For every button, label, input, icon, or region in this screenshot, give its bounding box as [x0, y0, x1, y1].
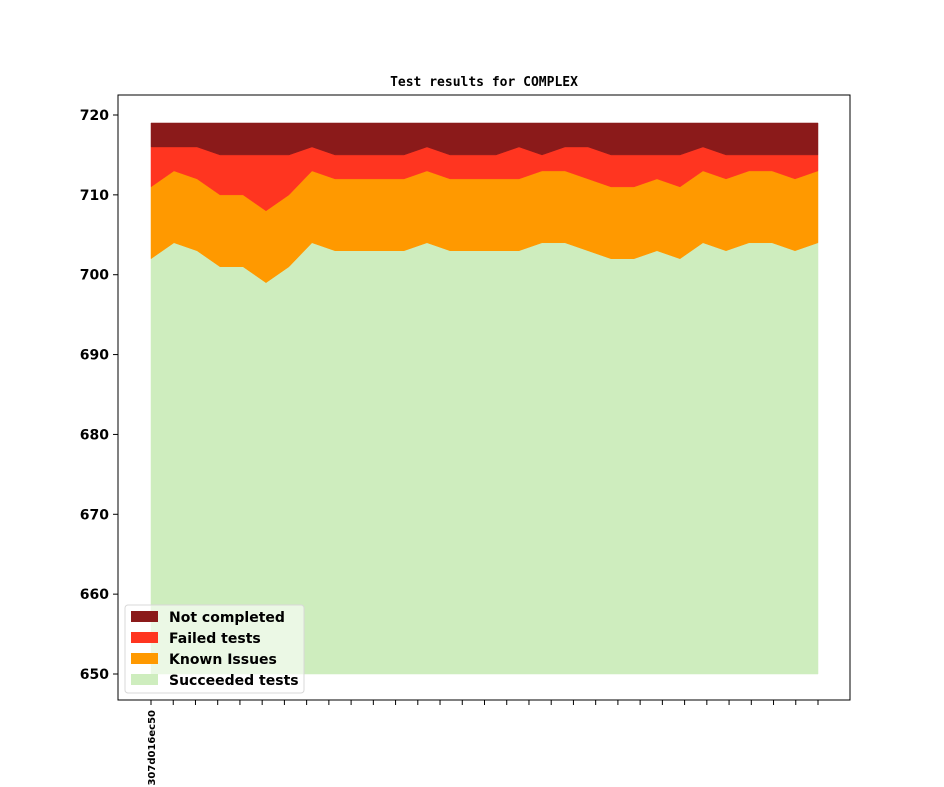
legend-label-failed-tests: Failed tests	[169, 631, 261, 647]
y-tick-label: 670	[80, 507, 109, 523]
y-tick-label: 660	[80, 587, 109, 603]
legend-swatch-succeeded-tests	[131, 674, 158, 685]
y-tick-label: 700	[80, 268, 109, 284]
y-tick-label: 720	[80, 108, 109, 124]
legend-box	[124, 604, 305, 694]
legend-label-succeeded-tests: Succeeded tests	[169, 673, 299, 689]
legend-label-known-issues: Known Issues	[169, 652, 277, 668]
y-tick-label: 650	[80, 667, 109, 683]
legend-swatch-not-completed	[131, 611, 158, 622]
x-tick-label: 307d016ec50	[147, 710, 158, 786]
legend-swatch-known-issues	[131, 653, 158, 664]
y-tick-label: 690	[80, 348, 109, 364]
y-axis: 650 660 670 680 690 700 710 720	[80, 108, 118, 683]
area-not-completed	[150, 122, 819, 156]
chart-title: Test results for COMPLEX	[390, 75, 578, 90]
legend: Not completed Failed tests Known Issues Suc…	[124, 604, 305, 694]
legend-swatch-failed-tests	[131, 632, 158, 643]
y-tick-label: 710	[80, 188, 109, 204]
plot-areas	[150, 122, 819, 675]
legend-label-not-completed: Not completed	[169, 610, 285, 626]
y-tick-label: 680	[80, 427, 109, 443]
x-axis: 307d016ec50	[147, 700, 819, 786]
